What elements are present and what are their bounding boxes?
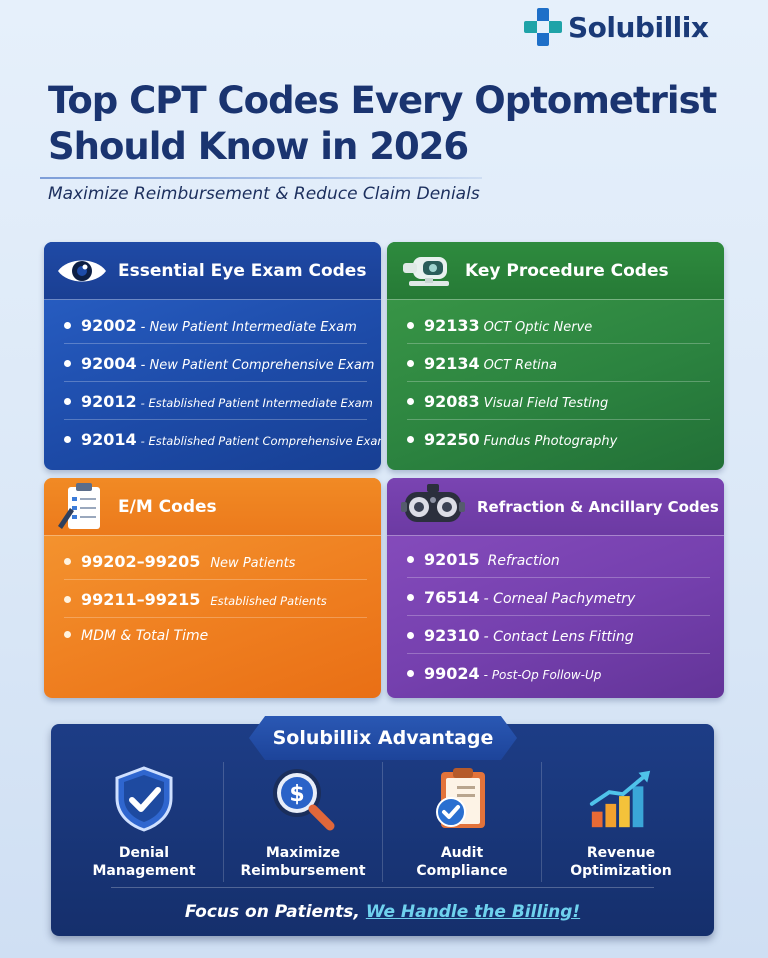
advantage-banner: Solubillix Advantage [249,716,517,760]
cpt-code: 92134 [424,354,480,373]
cpt-code: 92250 [424,430,480,449]
advantage-label: Denial Management [92,845,196,879]
code-description: - Corneal Pachymetry [483,591,636,607]
advantage-item-denial-management: Denial Management [65,762,224,882]
code-list: 92133 OCT Optic Nerve 92134 OCT Retina 920… [387,300,724,458]
cpt-code: 92083 [424,392,480,411]
card-header: Refraction & Ancillary Codes [387,478,724,536]
cpt-code: 92014 [81,430,137,449]
advantage-footer: Focus on Patients, We Handle the Billing… [51,902,714,922]
cpt-code: 92133 [424,316,480,335]
eye-icon [58,260,106,281]
card-em-codes: E/M Codes 99202–99205 New Patients 99211–… [44,478,381,698]
clipboard-icon [58,482,100,529]
card-header: E/M Codes [44,478,381,536]
cpt-code: 92002 [81,316,137,335]
code-list: 99202–99205 New Patients 99211–99215 Estab… [44,536,381,656]
card-key-procedure: Key Procedure Codes 92133 OCT Optic Nerve… [387,242,724,470]
clipboard-check-icon [436,768,485,828]
card-title: Refraction & Ancillary Codes [477,497,719,516]
card-refraction-ancillary: Refraction & Ancillary Codes 92015 Refrac… [387,478,724,698]
svg-text:$: $ [289,782,304,807]
card-essential-eye-exam: Essential Eye Exam Codes 92002- New Pati… [44,242,381,470]
card-header: Key Procedure Codes [387,242,724,300]
page-subtitle: Maximize Reimbursement & Reduce Claim De… [48,184,480,204]
code-list: 92002- New Patient Intermediate Exam 920… [44,300,381,458]
code-list: 92015 Refraction 76514- Corneal Pachymetr… [387,536,724,692]
list-item: 92133 OCT Optic Nerve [407,306,710,344]
advantage-item-maximize-reimbursement: $ Maximize Reimbursement [224,762,383,882]
page-title-line-2: Should Know in 2026 [48,125,469,168]
cpt-code: 92310 [424,626,480,645]
subtitle-divider [40,177,482,179]
code-description: Fundus Photography [483,434,618,449]
list-item: 99211–99215 Established Patients [64,580,367,618]
code-description: OCT Optic Nerve [483,320,593,335]
list-item: 92134 OCT Retina [407,344,710,382]
list-item: 99202–99205 New Patients [64,542,367,580]
card-title: E/M Codes [118,496,217,517]
list-item: 92015 Refraction [407,540,710,578]
oct-scanner-icon [403,256,449,286]
list-item: 92310- Contact Lens Fitting [407,616,710,654]
page-title: Top CPT Codes Every Optometrist Should K… [48,78,728,170]
code-description: Refraction [487,553,560,569]
advantage-title: Solubillix Advantage [272,727,494,749]
code-description: Established Patients [210,594,327,608]
cpt-code: 92004 [81,354,137,373]
cpt-code: 92015 [424,550,480,569]
list-item: 92002- New Patient Intermediate Exam [64,306,367,344]
medical-cross-icon [524,8,562,46]
advantage-label: Revenue Optimization [570,845,672,879]
code-description: - New Patient Comprehensive Exam [140,358,375,373]
dollar-magnifier-icon: $ [273,769,335,831]
advantage-label: Audit Compliance [416,845,508,879]
advantage-item-audit-compliance: Audit Compliance [383,762,542,882]
cpt-code: 99211–99215 [81,590,201,609]
advantage-panel: Solubillix Advantage Denial Management $ [51,716,714,936]
code-description: - Established Patient Intermediate Exam [140,396,373,410]
brand-logo: Solubillix [524,8,709,46]
list-item: 99024- Post-Op Follow-Up [407,654,710,692]
bar-chart-growth-icon [589,770,651,828]
code-description: Visual Field Testing [483,396,609,411]
cpt-code: 99024 [424,664,480,683]
list-item: 92083 Visual Field Testing [407,382,710,420]
code-description: - Post-Op Follow-Up [483,668,602,682]
code-description: - New Patient Intermediate Exam [140,320,357,335]
list-item: 92014- Established Patient Comprehensive… [64,420,381,458]
code-description: MDM & Total Time [81,628,209,644]
list-item: 92250 Fundus Photography [407,420,710,458]
card-header: Essential Eye Exam Codes [44,242,381,300]
list-item: 76514- Corneal Pachymetry [407,578,710,616]
code-description: New Patients [210,556,296,571]
advantage-list: Denial Management $ Maximize Reimburseme… [65,762,700,882]
advantage-label: Maximize Reimbursement [240,845,366,879]
advantage-divider [111,887,654,888]
code-description: - Established Patient Comprehensive Exam [140,434,381,448]
cpt-code: 92012 [81,392,137,411]
list-item: 92004- New Patient Comprehensive Exam [64,344,374,382]
shield-check-icon [115,766,173,832]
card-title: Essential Eye Exam Codes [118,260,367,281]
list-item: MDM & Total Time [64,618,367,656]
page-title-line-1: Top CPT Codes Every Optometrist [48,79,717,122]
cpt-code: 99202–99205 [81,552,201,571]
phoropter-icon [401,483,465,522]
code-description: OCT Retina [483,358,557,373]
code-description: - Contact Lens Fitting [483,629,634,645]
list-item: 92012- Established Patient Intermediate … [64,382,373,420]
card-title: Key Procedure Codes [465,260,669,281]
cpt-code: 76514 [424,588,480,607]
footer-text: Focus on Patients, [184,902,366,922]
brand-name: Solubillix [568,10,709,44]
advantage-item-revenue-optimization: Revenue Optimization [542,762,700,882]
footer-highlight: We Handle the Billing! [365,902,581,922]
